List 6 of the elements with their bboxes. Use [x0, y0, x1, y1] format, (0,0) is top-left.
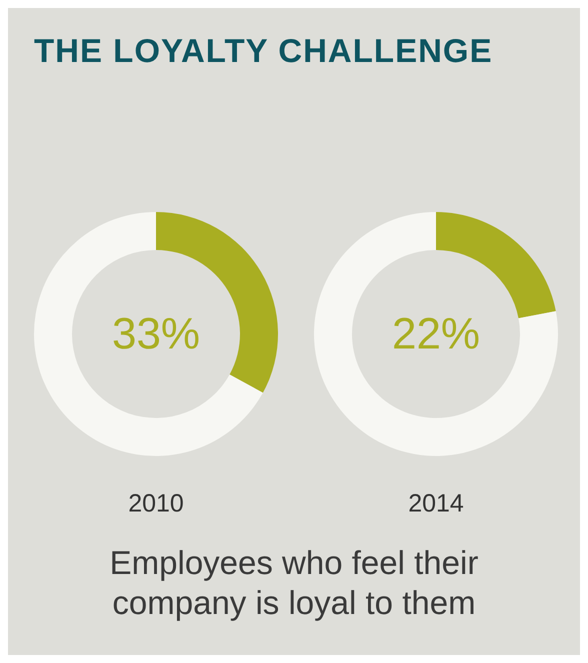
- text: 2010: [128, 490, 184, 518]
- data-label: 33%: [112, 310, 200, 358]
- data-label: 22%: [392, 310, 480, 358]
- text: Employees who feel their company is loyal to them: [108, 543, 480, 622]
- text: 2014: [408, 490, 464, 518]
- chart-title: THE LOYALTY CHALLENGE: [34, 32, 493, 70]
